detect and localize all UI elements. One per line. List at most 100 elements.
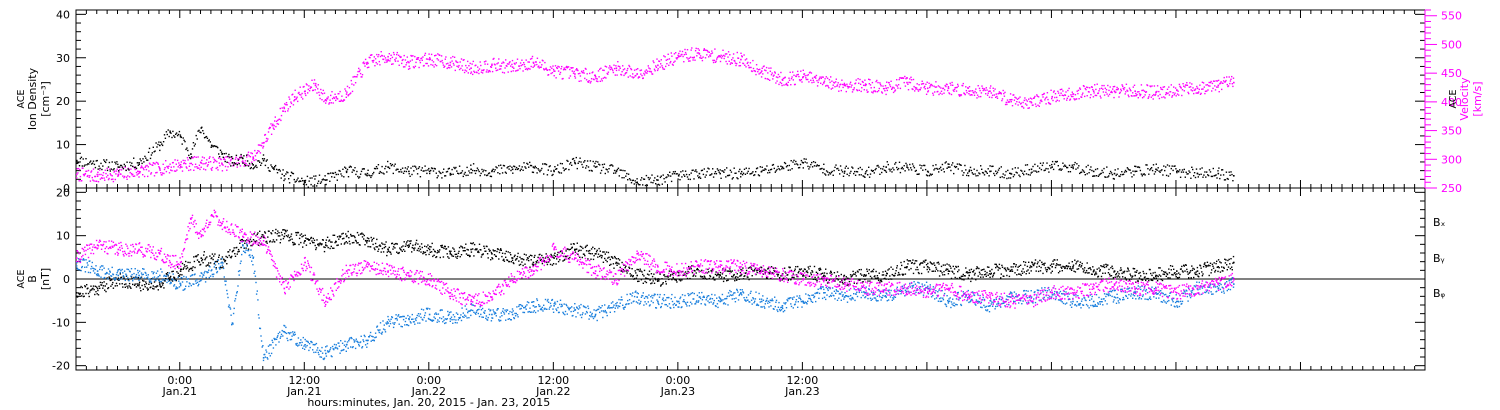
data-point	[1194, 88, 1197, 90]
data-point	[471, 63, 473, 65]
data-point	[900, 167, 903, 170]
data-point	[801, 81, 803, 83]
data-point	[1105, 89, 1108, 91]
data-point	[622, 65, 624, 67]
data-point	[656, 69, 659, 72]
data-point	[699, 57, 701, 59]
data-point	[164, 137, 167, 139]
data-point	[1205, 176, 1207, 178]
data-point	[368, 174, 370, 176]
data-point	[730, 62, 732, 64]
data-point	[139, 287, 141, 289]
data-point	[757, 71, 759, 73]
data-point	[280, 177, 282, 179]
data-point	[387, 250, 390, 252]
data-point	[263, 158, 266, 160]
data-point	[749, 173, 751, 175]
data-point	[612, 69, 614, 72]
data-point	[723, 171, 725, 173]
data-point	[758, 175, 761, 177]
data-point	[292, 244, 295, 246]
data-point	[1085, 86, 1088, 88]
data-point	[446, 170, 449, 173]
data-point	[319, 97, 321, 100]
data-point	[628, 178, 631, 180]
data-point	[480, 71, 483, 73]
data-point	[678, 272, 680, 274]
data-point	[1199, 93, 1202, 95]
data-point	[783, 167, 785, 170]
data-point	[203, 254, 205, 256]
data-point	[1158, 170, 1160, 172]
data-point	[625, 72, 628, 74]
data-point	[167, 275, 169, 277]
data-point	[651, 73, 654, 75]
data-point	[1190, 177, 1192, 179]
data-point	[131, 162, 133, 164]
data-point	[288, 98, 291, 100]
data-point	[529, 164, 532, 167]
data-point	[1107, 95, 1110, 97]
data-point	[566, 67, 568, 69]
data-point	[492, 249, 494, 251]
data-point	[376, 238, 378, 241]
data-point	[173, 170, 176, 172]
data-point	[577, 73, 580, 75]
data-point	[202, 262, 204, 264]
data-point	[613, 172, 615, 174]
data-point	[775, 170, 777, 172]
data-point	[358, 67, 360, 70]
data-point	[101, 177, 103, 179]
data-point	[635, 277, 638, 279]
data-point	[930, 83, 933, 86]
data-point	[929, 173, 931, 175]
data-point	[892, 91, 895, 94]
data-point	[618, 65, 621, 68]
data-point	[697, 269, 699, 271]
data-point	[448, 250, 451, 252]
data-point	[684, 170, 687, 172]
data-point	[123, 175, 126, 178]
data-point	[1125, 91, 1127, 93]
data-point	[1025, 173, 1028, 175]
data-point	[461, 246, 463, 248]
data-point	[1055, 161, 1058, 163]
data-point	[624, 267, 626, 269]
data-point	[822, 172, 824, 174]
data-point	[1002, 173, 1004, 175]
data-point	[810, 79, 812, 81]
data-point	[141, 162, 143, 165]
data-point	[124, 166, 126, 168]
data-point	[379, 245, 382, 247]
data-point	[1178, 83, 1181, 86]
data-point	[712, 59, 714, 62]
data-point	[547, 74, 550, 76]
data-point	[699, 55, 702, 57]
data-point	[617, 258, 620, 260]
data-point	[767, 72, 769, 74]
data-point	[1047, 101, 1050, 104]
data-point	[1202, 88, 1204, 90]
data-point	[328, 239, 331, 241]
data-point	[1195, 92, 1197, 94]
data-point	[789, 169, 791, 171]
data-point	[459, 172, 462, 174]
data-point	[662, 282, 664, 284]
data-point	[570, 243, 572, 245]
data-point	[1100, 87, 1103, 89]
data-point	[548, 165, 550, 168]
data-point	[645, 174, 648, 177]
data-point	[404, 245, 407, 247]
data-point	[457, 61, 459, 64]
data-point	[1075, 98, 1078, 100]
data-point	[254, 241, 257, 243]
data-point	[456, 65, 458, 67]
data-point	[406, 168, 408, 170]
data-point	[1206, 84, 1209, 86]
data-point	[602, 166, 605, 169]
data-point	[661, 65, 663, 67]
data-point	[846, 173, 848, 175]
data-point	[267, 138, 269, 140]
data-point	[1047, 168, 1049, 170]
data-point	[104, 160, 106, 163]
